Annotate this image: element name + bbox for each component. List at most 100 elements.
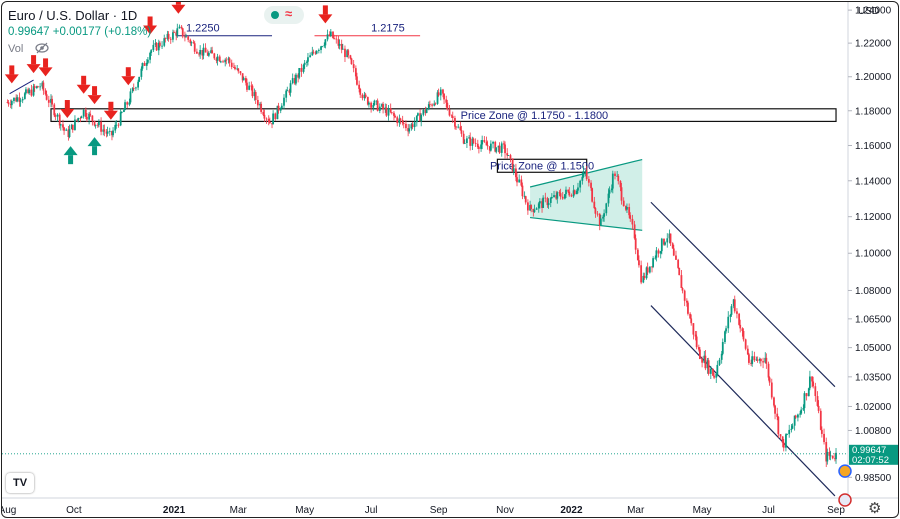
candle-body <box>51 98 53 105</box>
candle-body <box>222 61 224 63</box>
candle-body <box>394 115 396 118</box>
candle-body <box>225 59 228 61</box>
candle-body <box>359 88 362 95</box>
candle-body <box>340 43 343 50</box>
candle-body <box>567 189 570 192</box>
candle-body <box>181 28 184 37</box>
candle-body <box>202 47 205 56</box>
price-tick-label: 1.10000 <box>855 249 892 260</box>
price-zone-label-2: Price Zone @ 1.1500 <box>490 160 594 172</box>
candle-body <box>297 74 300 78</box>
candle-body <box>786 434 788 435</box>
candle-body <box>70 124 73 130</box>
candle-body <box>535 208 538 210</box>
candle-body <box>56 114 59 117</box>
candle-body <box>96 124 99 126</box>
candle-body <box>84 109 87 117</box>
gear-icon[interactable]: ⚙ <box>868 500 882 517</box>
status-dot-icon <box>271 11 279 19</box>
candle-body <box>361 94 364 99</box>
time-tick-label: Jul <box>365 505 378 516</box>
candle-body <box>37 86 39 88</box>
candle-body <box>814 386 817 397</box>
candle-body <box>624 206 627 210</box>
candle-body <box>645 267 648 279</box>
candle-body <box>581 176 584 181</box>
candle-body <box>529 205 531 211</box>
candle-body <box>300 67 303 72</box>
candle-body <box>117 124 120 126</box>
candle-body <box>767 363 770 378</box>
symbol-title[interactable]: Euro / U.S. Dollar · 1D <box>8 8 138 23</box>
candle-body <box>768 377 771 383</box>
candle-body <box>690 318 693 324</box>
candle-body <box>585 171 588 180</box>
candle-body <box>215 58 218 61</box>
candle-body <box>659 251 662 254</box>
candle-body <box>28 89 31 94</box>
candle-body <box>410 124 413 129</box>
candle-body <box>131 88 134 92</box>
candle-body <box>364 94 367 98</box>
candle-body <box>573 190 576 195</box>
channel-upper <box>650 201 836 388</box>
candle-body <box>457 126 460 128</box>
tradingview-logo[interactable]: TV <box>6 473 34 493</box>
sell-arrow-icon <box>171 4 186 14</box>
candle-body <box>812 381 815 387</box>
flag-event-icon[interactable] <box>838 493 852 507</box>
candle-body <box>150 50 153 53</box>
candle-body <box>276 105 279 120</box>
candle-body <box>448 109 451 116</box>
candle-body <box>248 85 251 90</box>
candle-body <box>285 90 288 98</box>
candle-body <box>347 50 350 56</box>
candle-body <box>488 146 491 151</box>
eye-hidden-icon[interactable] <box>35 42 49 54</box>
candle-body <box>210 50 212 53</box>
candle-body <box>725 328 727 332</box>
time-tick-label: Mar <box>230 505 248 516</box>
candle-body <box>672 248 675 256</box>
candle-body <box>565 189 567 195</box>
sell-arrow-icon-stem <box>92 86 98 96</box>
indicator-pill[interactable]: ≈ <box>264 6 304 24</box>
candle-body <box>152 44 155 51</box>
candle-body <box>146 59 149 63</box>
candle-body <box>642 275 645 283</box>
candle-body <box>577 187 579 191</box>
price-tick-label: 1.14000 <box>855 176 892 187</box>
candle-body <box>79 117 82 119</box>
candle-body <box>660 238 663 252</box>
candle-body <box>570 195 573 197</box>
candle-body <box>507 155 510 156</box>
candle-body <box>506 153 509 156</box>
candle-body <box>366 97 369 105</box>
candle-body <box>829 455 832 457</box>
candle-body <box>503 143 505 145</box>
candle-body <box>166 33 169 39</box>
candle-body <box>603 213 606 217</box>
candle-body <box>145 62 148 66</box>
candle-body <box>668 233 671 239</box>
candle-body <box>469 137 472 146</box>
candle-body <box>102 129 105 132</box>
currency-label[interactable]: USD <box>858 6 880 17</box>
candle-body <box>781 436 784 443</box>
candle-body <box>620 187 623 201</box>
candle-body <box>233 67 235 68</box>
candle-body <box>523 196 526 197</box>
candle-body <box>389 108 392 113</box>
candle-body <box>628 207 631 216</box>
candle-body <box>643 275 646 279</box>
candle-body <box>489 143 492 151</box>
candle-body <box>228 58 231 63</box>
time-tick-label: 2021 <box>163 505 186 516</box>
candle-body <box>393 112 395 116</box>
event-badge-icon[interactable] <box>838 464 852 478</box>
candle-body <box>707 360 710 374</box>
buy-arrow-icon-stem <box>68 155 74 165</box>
buy-arrow-icon-stem <box>92 146 98 156</box>
candle-body <box>553 195 555 198</box>
